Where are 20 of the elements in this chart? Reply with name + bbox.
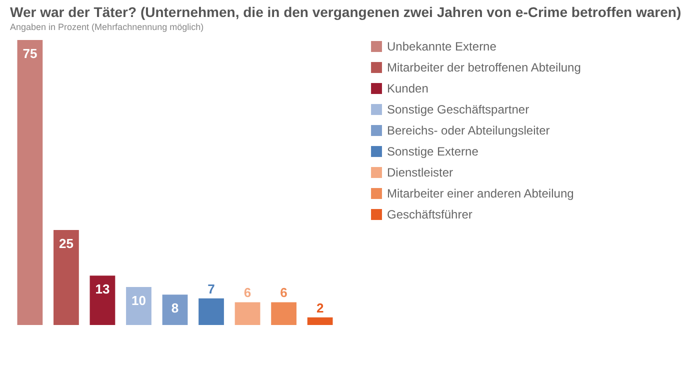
data-label: 25	[58, 236, 74, 251]
legend-label: Sonstige Externe	[387, 144, 479, 158]
data-label: 2	[316, 300, 324, 316]
legend-label: Geschäftsführer	[387, 208, 472, 222]
legend-label: Kunden	[387, 82, 428, 96]
legend-label: Unbekannte Externe	[387, 40, 497, 54]
data-label: 10	[132, 293, 146, 308]
legend-label: Mitarbeiter der betroffenen Abteilung	[387, 60, 581, 74]
chart-subtitle: Angaben in Prozent (Mehrfachnennung möglich)	[10, 22, 204, 32]
data-label: 6	[280, 285, 288, 300]
data-label: 6	[244, 285, 252, 300]
data-label: 13	[95, 282, 110, 297]
legend-label: Bereichs- oder Abteilungsleiter	[387, 124, 550, 138]
legend-label: Dienstleister	[387, 166, 454, 180]
legend-label: Mitarbeiter einer anderen Abteilung	[387, 186, 574, 200]
data-label: 8	[171, 300, 179, 316]
data-label: 75	[22, 46, 38, 61]
legend-label: Sonstige Geschäftspartner	[387, 102, 530, 116]
data-label: 7	[208, 281, 215, 296]
chart-title: Wer war der Täter? (Unternehmen, die in den vergangenen zwei Jahren von e-Crime betroffen waren)	[10, 4, 682, 20]
